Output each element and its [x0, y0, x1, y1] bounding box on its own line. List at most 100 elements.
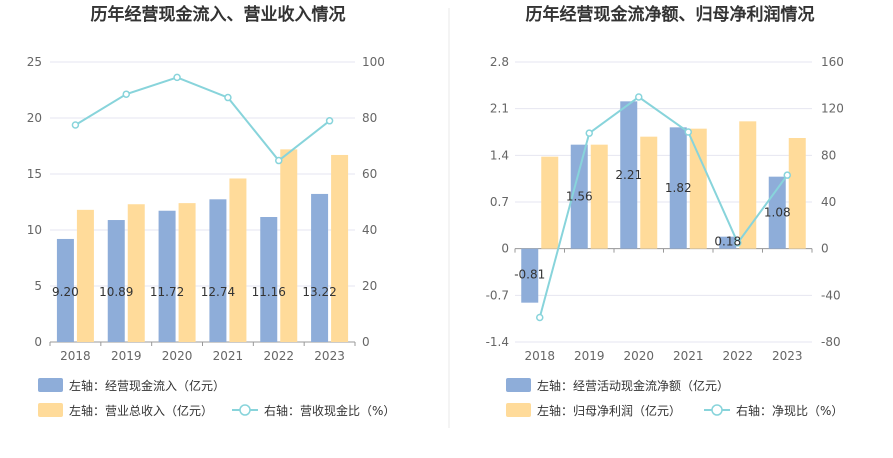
bar-secondary: [788, 138, 806, 249]
y-right-tick-label: 0: [362, 335, 370, 349]
x-tick-label: 2019: [574, 349, 605, 363]
x-tick-label: 2022: [722, 349, 753, 363]
bar-data-label: -0.81: [514, 268, 545, 282]
y-right-tick-label: 0: [821, 242, 829, 256]
bar-data-label: 1.08: [764, 206, 791, 220]
bar-data-label: 0.18: [714, 235, 741, 249]
legend-label: 左轴：归母净利润（亿元）: [537, 403, 681, 418]
y-left-tick-label: 25: [27, 55, 42, 69]
bar-primary: [209, 199, 227, 342]
bar-primary: [620, 101, 638, 249]
bar-primary: [570, 144, 588, 249]
bar-data-label: 2.21: [615, 168, 642, 182]
line-point: [536, 313, 544, 322]
line-point: [71, 121, 80, 129]
line-point: [325, 117, 334, 125]
chart-title: 历年经营现金流净额、归母净利润情况: [526, 4, 815, 25]
bar-secondary: [280, 149, 298, 342]
bar-primary: [311, 193, 329, 342]
bar-primary: [107, 220, 125, 342]
bar-secondary: [640, 136, 658, 249]
series-line: [74, 76, 331, 162]
y-left-tick-label: 2.8: [490, 55, 509, 69]
line-point: [224, 93, 232, 102]
chart-title: 历年经营现金流入、营业收入情况: [91, 4, 346, 25]
y-right-tick-label: 80: [362, 111, 377, 125]
bar-data-label: 13.22: [302, 285, 336, 299]
y-left-tick-label: 5: [34, 279, 42, 293]
x-tick-label: 2020: [162, 349, 193, 363]
legend-swatch-primary: [506, 378, 531, 392]
legend-swatch-marker: [239, 404, 251, 416]
y-right-tick-label: 100: [362, 55, 385, 69]
bar-secondary: [739, 121, 757, 249]
chart-cash-inflow-revenue: 历年经营现金流入、营业收入情况 0 5 10 15 20 25 0 20 40 60 80 100 201…: [27, 4, 396, 418]
bar-data-label: 9.20: [52, 285, 79, 299]
bar-secondary: [331, 154, 349, 342]
legend-swatch-secondary: [38, 403, 63, 417]
bar-secondary: [178, 203, 196, 342]
x-tick-label: 2019: [111, 349, 142, 363]
y-right-tick-label: -80: [821, 335, 841, 349]
y-right-tick-label: 160: [821, 55, 844, 69]
bar-data-label: 12.74: [201, 285, 235, 299]
x-tick-label: 2022: [263, 349, 294, 363]
x-tick-label: 2021: [673, 349, 704, 363]
bar-data-label: 11.16: [252, 285, 286, 299]
y-left-tick-label: 2.1: [490, 102, 509, 116]
bar-primary: [158, 210, 176, 342]
y-right-tick-label: 80: [821, 148, 836, 162]
legend-swatch-primary: [38, 378, 63, 392]
legend-label: 右轴：营收现金比（%）: [264, 403, 395, 418]
x-tick-label: 2023: [314, 349, 345, 363]
bar-secondary: [76, 209, 94, 342]
y-right-tick-label: 40: [362, 223, 377, 237]
bar-primary: [521, 248, 539, 303]
bar-secondary: [541, 156, 559, 249]
bar-secondary: [590, 144, 608, 249]
line-point: [734, 239, 742, 247]
bar-primary: [669, 127, 687, 249]
y-left-tick-label: 15: [27, 167, 42, 181]
bar-secondary: [127, 204, 145, 342]
bar-data-label: 1.56: [566, 190, 593, 204]
bar-data-label: 11.72: [150, 285, 184, 299]
bar-primary: [260, 217, 278, 342]
legend-swatch-marker: [711, 404, 723, 416]
y-right-tick-label: 120: [821, 102, 844, 116]
y-left-tick-label: 10: [27, 223, 42, 237]
y-left-tick-label: 20: [27, 111, 42, 125]
y-right-tick-label: -40: [821, 288, 841, 302]
y-left-tick-label: 0: [34, 335, 42, 349]
bar-secondary: [229, 178, 247, 342]
x-tick-label: 2021: [213, 349, 244, 363]
line-point: [684, 128, 692, 136]
y-left-tick-label: -1.4: [486, 335, 509, 349]
y-right-tick-label: 40: [821, 195, 836, 209]
legend-label: 左轴：营业总收入（亿元）: [69, 403, 213, 418]
bar-primary: [719, 236, 737, 249]
x-tick-label: 2020: [623, 349, 654, 363]
line-point: [585, 129, 593, 137]
y-left-tick-label: 0: [501, 242, 509, 256]
x-tick-label: 2018: [60, 349, 91, 363]
legend-label: 左轴：经营现金流入（亿元）: [69, 378, 225, 393]
chart-net-cashflow-profit: 历年经营现金流净额、归母净利润情况 -1.4 -0.7 0 0.7 1.4 2.1 2.8 -8…: [486, 4, 844, 418]
x-tick-label: 2023: [772, 349, 803, 363]
bar-secondary: [689, 128, 707, 249]
line-point: [783, 171, 791, 179]
series-line: [538, 95, 789, 318]
legend-label: 右轴：净现比（%）: [736, 403, 843, 418]
legend-label: 左轴：经营活动现金流净额（亿元）: [537, 378, 729, 393]
y-left-tick-label: 1.4: [490, 148, 509, 162]
x-tick-label: 2018: [524, 349, 555, 363]
line-point: [122, 90, 130, 98]
line-point: [275, 156, 283, 165]
bar-data-label: 1.82: [665, 181, 692, 195]
bar-data-label: 10.89: [99, 285, 133, 299]
y-right-tick-label: 20: [362, 279, 377, 293]
legend-swatch-secondary: [506, 403, 531, 417]
line-point: [635, 93, 643, 101]
bar-primary: [56, 238, 74, 342]
